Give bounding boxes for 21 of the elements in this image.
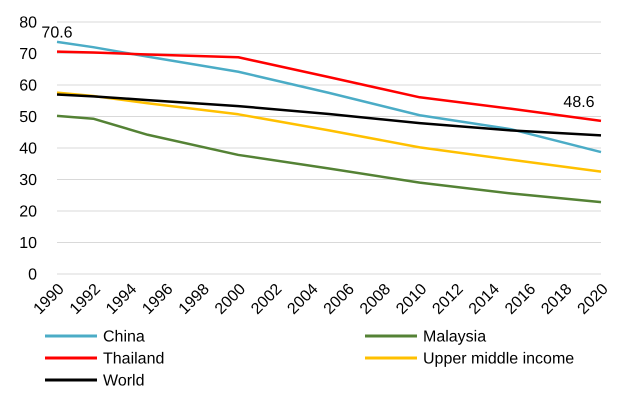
legend-label: Upper middle income [423,350,574,368]
annotation: 70.6 [41,24,73,42]
y-tick-label: 40 [19,140,38,158]
line-series [56,91,602,173]
y-tick-label: 30 [19,172,38,190]
y-tick-label: 60 [19,78,38,95]
legend-label: World [103,372,144,390]
y-tick-label: 10 [19,235,38,252]
y-tick-label: 70 [19,46,38,64]
y-tick-label: 80 [19,14,38,32]
y-tick-label: 20 [19,204,38,221]
legend-label: Malaysia [423,328,486,346]
line-series [56,93,602,137]
y-tick-label: 50 [19,109,38,126]
line-series [56,50,602,122]
legend-label: Thailand [103,350,164,368]
legend-label: China [103,328,145,346]
annotation: 48.6 [563,94,595,111]
line-series [56,40,602,154]
line-series [56,114,602,204]
y-tick-label: 0 [28,266,38,284]
